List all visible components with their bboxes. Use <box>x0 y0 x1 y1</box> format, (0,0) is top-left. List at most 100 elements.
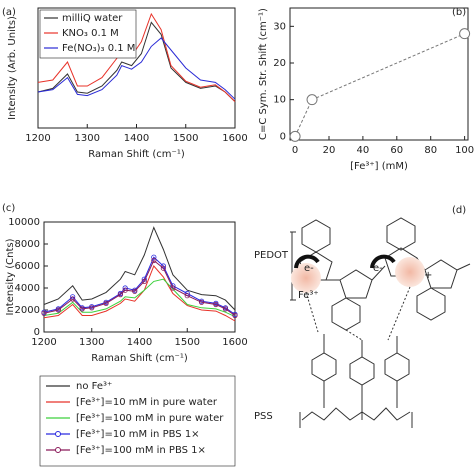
x-tick-label: 0 <box>292 145 298 156</box>
charge-label: + <box>424 270 432 281</box>
x-tick-label: 1600 <box>222 133 247 144</box>
x-tick-label: 80 <box>424 145 437 156</box>
electron-label: e- <box>304 263 314 274</box>
data-point <box>213 301 219 308</box>
pedot-label: PEDOT <box>254 250 289 261</box>
plot-frame <box>289 7 469 141</box>
x-axis-label: [Fe³⁺] (mM) <box>350 161 408 172</box>
data-point <box>132 288 138 294</box>
data-point <box>151 254 157 260</box>
series-line <box>43 226 236 311</box>
backbone <box>299 407 413 428</box>
legend-box <box>39 375 236 467</box>
trend-line <box>294 33 465 137</box>
y-axis-label: C=C Sym. Str. Shift (cm⁻¹) <box>258 8 269 140</box>
data-point <box>306 94 318 106</box>
y-tick-label: 10000 <box>8 217 40 228</box>
data-point <box>222 306 229 312</box>
legend-label: KNO₃ 0.1 M <box>62 28 119 39</box>
ring <box>339 269 373 299</box>
fe-ion <box>291 263 321 293</box>
y-tick-label: 4000 <box>15 283 40 294</box>
ring <box>386 217 416 251</box>
series-line <box>37 12 236 102</box>
y-tick-label: 6000 <box>15 261 40 272</box>
legend-label: [Fe³⁺]=10 mM in pure water <box>76 397 218 408</box>
x-tick-label: 1500 <box>175 337 200 348</box>
series-line <box>43 259 236 316</box>
data-point <box>55 307 61 313</box>
electron-arrow <box>370 254 396 269</box>
legend-marker <box>55 431 61 437</box>
x-tick-label: 1300 <box>75 133 100 144</box>
data-point <box>141 278 147 284</box>
panel-label: (a) <box>2 7 16 18</box>
legend-label: [Fe³⁺]=10 mM in PBS 1× <box>76 429 200 440</box>
benzene <box>311 352 337 382</box>
data-point <box>289 130 301 142</box>
x-tick-label: 1300 <box>79 337 104 348</box>
data-point <box>160 265 166 271</box>
x-tick-label: 1400 <box>124 133 149 144</box>
x-tick-label: 1400 <box>127 337 152 348</box>
legend-label: [Fe³⁺]=100 mM in PBS 1× <box>76 445 206 456</box>
y-tick-label: 0 <box>34 327 40 338</box>
data-point <box>79 306 85 312</box>
ring <box>331 297 361 331</box>
panel-label: (b) <box>452 7 466 18</box>
x-tick-label: 1200 <box>25 133 50 144</box>
series-line <box>37 21 236 102</box>
x-tick-label: 20 <box>323 145 336 156</box>
x-tick-label: 1500 <box>173 133 198 144</box>
interaction <box>305 286 411 341</box>
y-tick-label: 8000 <box>15 239 40 250</box>
ring <box>416 287 446 321</box>
x-axis-label: Raman Shift (cm⁻¹) <box>91 353 188 364</box>
polaron <box>395 257 425 287</box>
plot-frame <box>43 221 236 333</box>
x-tick-label: 40 <box>357 145 370 156</box>
legend-label: milliQ water <box>62 13 123 24</box>
benzene <box>349 356 375 386</box>
iron-label: Fe³⁺ <box>298 290 319 301</box>
data-point <box>232 312 238 319</box>
panel-label: (d) <box>452 205 466 216</box>
legend-marker <box>55 447 61 453</box>
data-point <box>170 285 176 291</box>
ring <box>424 259 458 289</box>
series-line <box>37 37 236 100</box>
x-tick-label: 1200 <box>31 337 56 348</box>
x-tick-label: 1600 <box>222 337 247 348</box>
x-axis-label: Raman Shift (cm⁻¹) <box>88 149 185 160</box>
data-point <box>70 296 76 302</box>
y-tick-label: 0 <box>280 131 286 142</box>
bond <box>323 334 398 420</box>
series-line <box>43 265 236 322</box>
bracket <box>290 231 296 301</box>
electron-label: e- <box>373 263 383 274</box>
y-axis-label: Intensity (Arb. Units) <box>7 16 18 120</box>
data-point <box>89 305 95 311</box>
data-point <box>103 300 109 306</box>
bond <box>326 257 471 281</box>
data-point <box>151 257 157 264</box>
x-tick-label: 60 <box>390 145 403 156</box>
y-axis-label: Intensity (Cnts) <box>5 238 16 315</box>
x-tick-label: 100 <box>455 145 474 156</box>
data-point <box>198 299 205 305</box>
y-tick-label: 30 <box>273 21 286 32</box>
data-point <box>41 310 47 316</box>
pedot-pss-diagram: (d) PEDOT PSS e- e- Fe³⁺ + <box>254 205 471 428</box>
legend-label: Fe(NO₃)₃ 0.1 M <box>62 43 135 54</box>
benzene <box>384 352 410 382</box>
data-point <box>459 28 471 40</box>
legend-label: no Fe³⁺ <box>76 381 112 392</box>
ring <box>301 219 331 253</box>
legend-label: [Fe³⁺]=100 mM in pure water <box>76 413 224 424</box>
data-point <box>117 291 124 298</box>
pss-label: PSS <box>254 411 273 422</box>
y-tick-label: 20 <box>273 58 286 69</box>
y-tick-label: 2000 <box>15 305 40 316</box>
data-point <box>184 293 190 299</box>
